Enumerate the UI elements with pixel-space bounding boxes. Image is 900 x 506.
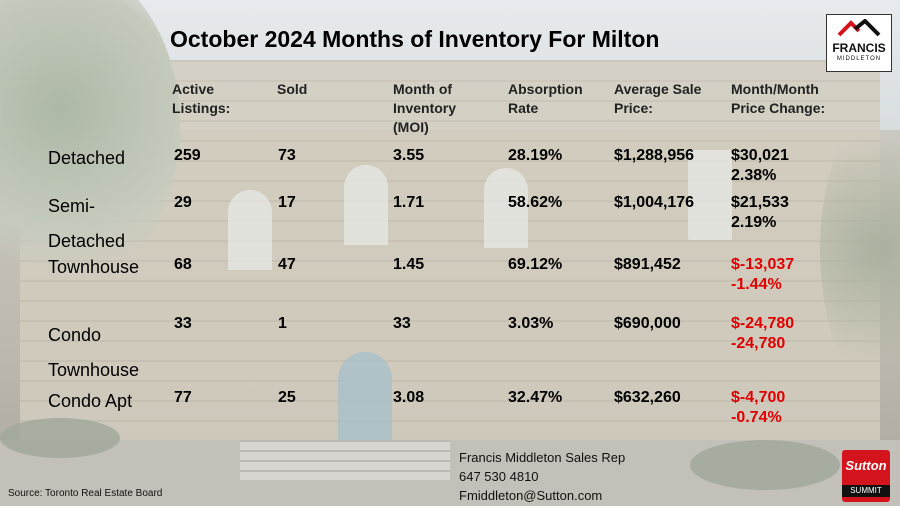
- cell-absorption: 32.47%: [508, 389, 563, 406]
- cell-moi: 3.55: [393, 147, 425, 164]
- cell-sold: 25: [278, 389, 296, 406]
- cell-absorption: 69.12%: [508, 256, 563, 273]
- background-door: [338, 352, 392, 442]
- cell-moi: 1.45: [393, 256, 425, 273]
- cell-moi: 1.71: [393, 194, 425, 211]
- row-label-townhouse: Townhouse: [48, 257, 140, 277]
- cell-sold: 1: [278, 315, 287, 332]
- cell-avg-price: $632,260: [614, 389, 681, 406]
- logo-name: FRANCIS: [832, 41, 886, 55]
- background-shrub: [690, 440, 840, 490]
- cell-active: 29: [174, 194, 192, 211]
- cell-active: 33: [174, 315, 192, 332]
- header-active-listings: Active Listings:: [172, 81, 231, 116]
- brokerage-subtitle: SUMMIT: [842, 485, 890, 497]
- cell-moi: 33: [393, 315, 411, 332]
- cell-price-change: $-4,700 -0.74%: [731, 389, 786, 426]
- cell-avg-price: $891,452: [614, 256, 681, 273]
- cell-absorption: 58.62%: [508, 194, 563, 211]
- cell-sold: 47: [278, 256, 296, 273]
- header-average-sale-price: Average Sale Price:: [614, 81, 702, 116]
- contact-phone: 647 530 4810: [459, 469, 539, 484]
- cell-price-change: $-24,780 -24,780: [731, 315, 795, 352]
- header-price-change: Month/Month Price Change:: [731, 81, 826, 116]
- sutton-summit-logo: Sutton SUMMIT: [842, 450, 890, 502]
- cell-active: 68: [174, 256, 192, 273]
- header-absorption-rate: Absorption Rate: [508, 81, 583, 116]
- contact-info: Francis Middleton Sales Rep 647 530 4810…: [459, 448, 625, 505]
- cell-absorption: 3.03%: [508, 315, 554, 332]
- cell-moi: 3.08: [393, 389, 425, 406]
- header-sold: Sold: [277, 81, 308, 97]
- francis-middleton-logo: FRANCIS MIDDLETON: [826, 14, 892, 72]
- cell-price-change: $30,021 2.38%: [731, 147, 789, 184]
- brokerage-name: Sutton: [845, 458, 887, 473]
- header-moi: Month of Inventory (MOI): [393, 81, 457, 135]
- cell-avg-price: $1,004,176: [614, 194, 695, 211]
- source-note: Source: Toronto Real Estate Board: [8, 488, 163, 499]
- cell-avg-price: $690,000: [614, 315, 681, 332]
- background-shrub: [0, 418, 120, 458]
- slide-title: October 2024 Months of Inventory For Mil…: [170, 26, 660, 52]
- background-window: [228, 190, 272, 270]
- cell-sold: 17: [278, 194, 296, 211]
- cell-price-change: $-13,037 -1.44%: [731, 256, 795, 293]
- cell-active: 259: [174, 147, 201, 164]
- cell-absorption: 28.19%: [508, 147, 563, 164]
- contact-name: Francis Middleton Sales Rep: [459, 450, 626, 465]
- logo-subtitle: MIDDLETON: [836, 56, 882, 62]
- cell-active: 77: [174, 389, 192, 406]
- background-window: [484, 168, 528, 248]
- row-label-semi-detached: Semi- Detached: [48, 196, 126, 251]
- cell-price-change: $21,533 2.19%: [731, 194, 789, 231]
- background-window: [688, 150, 732, 240]
- row-label-condo-apt: Condo Apt: [48, 391, 133, 411]
- background-steps: [240, 440, 450, 480]
- house-roof-icon: [837, 19, 881, 37]
- cell-avg-price: $1,288,956: [614, 147, 695, 164]
- cell-sold: 73: [278, 147, 296, 164]
- row-label-condo-townhouse: Condo Townhouse: [48, 325, 140, 380]
- contact-email: Fmiddleton@Sutton.com: [459, 488, 603, 503]
- row-label-detached: Detached: [48, 148, 126, 168]
- background-window: [344, 165, 388, 245]
